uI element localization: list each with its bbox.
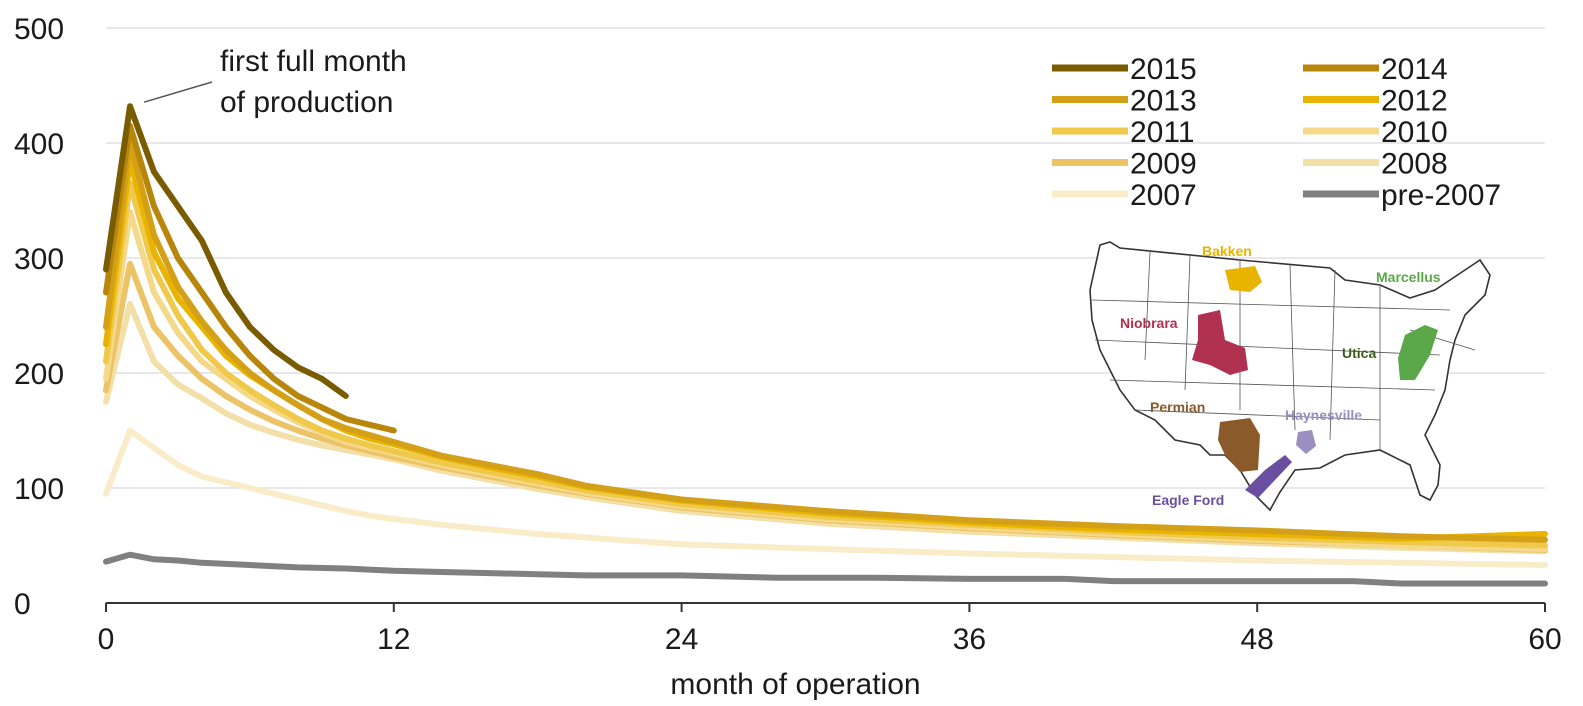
bakken-region (1225, 266, 1262, 292)
legend-label: 2007 (1130, 179, 1197, 212)
map-label-haynesville: Haynesville (1285, 407, 1362, 423)
marcellus-region (1398, 325, 1438, 380)
y-tick-label: 400 (14, 128, 64, 161)
map-label-utica: Utica (1342, 345, 1376, 361)
series-line-2015 (103, 103, 349, 399)
series-line-2014 (103, 122, 397, 434)
x-tick-label: 48 (1241, 623, 1274, 656)
y-tick-label: 200 (14, 358, 64, 391)
x-tick-label: 36 (953, 623, 986, 656)
legend-label: 2014 (1381, 53, 1448, 86)
state-borders (1091, 251, 1476, 450)
map-label-eagle-ford: Eagle Ford (1152, 492, 1224, 508)
map-label-niobrara: Niobrara (1120, 315, 1178, 331)
legend-label: 2010 (1381, 116, 1448, 149)
legend-label: 2015 (1130, 53, 1197, 86)
series-line-2007 (103, 427, 1548, 568)
legend-label: 2013 (1130, 85, 1197, 118)
y-tick-label: 500 (14, 13, 64, 46)
y-tick-label: 300 (14, 243, 64, 276)
series-line-2013 (103, 140, 1548, 543)
us-map-outline (1089, 241, 1491, 512)
y-tick-label: 100 (14, 473, 64, 506)
eagle-ford-region (1245, 455, 1292, 498)
inset-map: Bakken Marcellus Niobrara Utica Permian … (1089, 241, 1491, 512)
annotation-text-line-2: of production (220, 86, 393, 119)
legend-label: 2008 (1381, 148, 1448, 181)
x-tick-label: 24 (665, 623, 698, 656)
niobrara-region (1192, 310, 1248, 375)
series-line-pre-2007 (103, 551, 1548, 587)
y-tick-label: 0 (14, 588, 31, 621)
x-tick-label: 60 (1528, 623, 1561, 656)
x-axis-title: month of operation (670, 668, 920, 701)
legend-label: 2009 (1130, 148, 1197, 181)
legend: 2015 2014 2013 2012 2011 2010 2009 2008 2007 pre-… (1052, 53, 1501, 212)
annotation-text-line-1: first full month (220, 45, 407, 78)
legend-label: 2011 (1130, 116, 1195, 149)
series-lines (103, 103, 1548, 587)
x-tick-label: 0 (98, 623, 115, 656)
annotation: first full month of production (143, 45, 407, 119)
legend-label: 2012 (1381, 85, 1448, 118)
map-label-permian: Permian (1150, 399, 1205, 415)
map-label-bakken: Bakken (1202, 243, 1252, 259)
annotation-leader-line (143, 81, 213, 103)
permian-region (1218, 418, 1260, 472)
x-tick-label: 12 (377, 623, 410, 656)
map-label-marcellus: Marcellus (1376, 269, 1441, 285)
axes: 0 100 200 300 400 500 0 12 24 36 48 60 month of oper… (14, 13, 1562, 701)
haynesville-region (1296, 430, 1316, 454)
legend-label: pre-2007 (1381, 179, 1501, 212)
